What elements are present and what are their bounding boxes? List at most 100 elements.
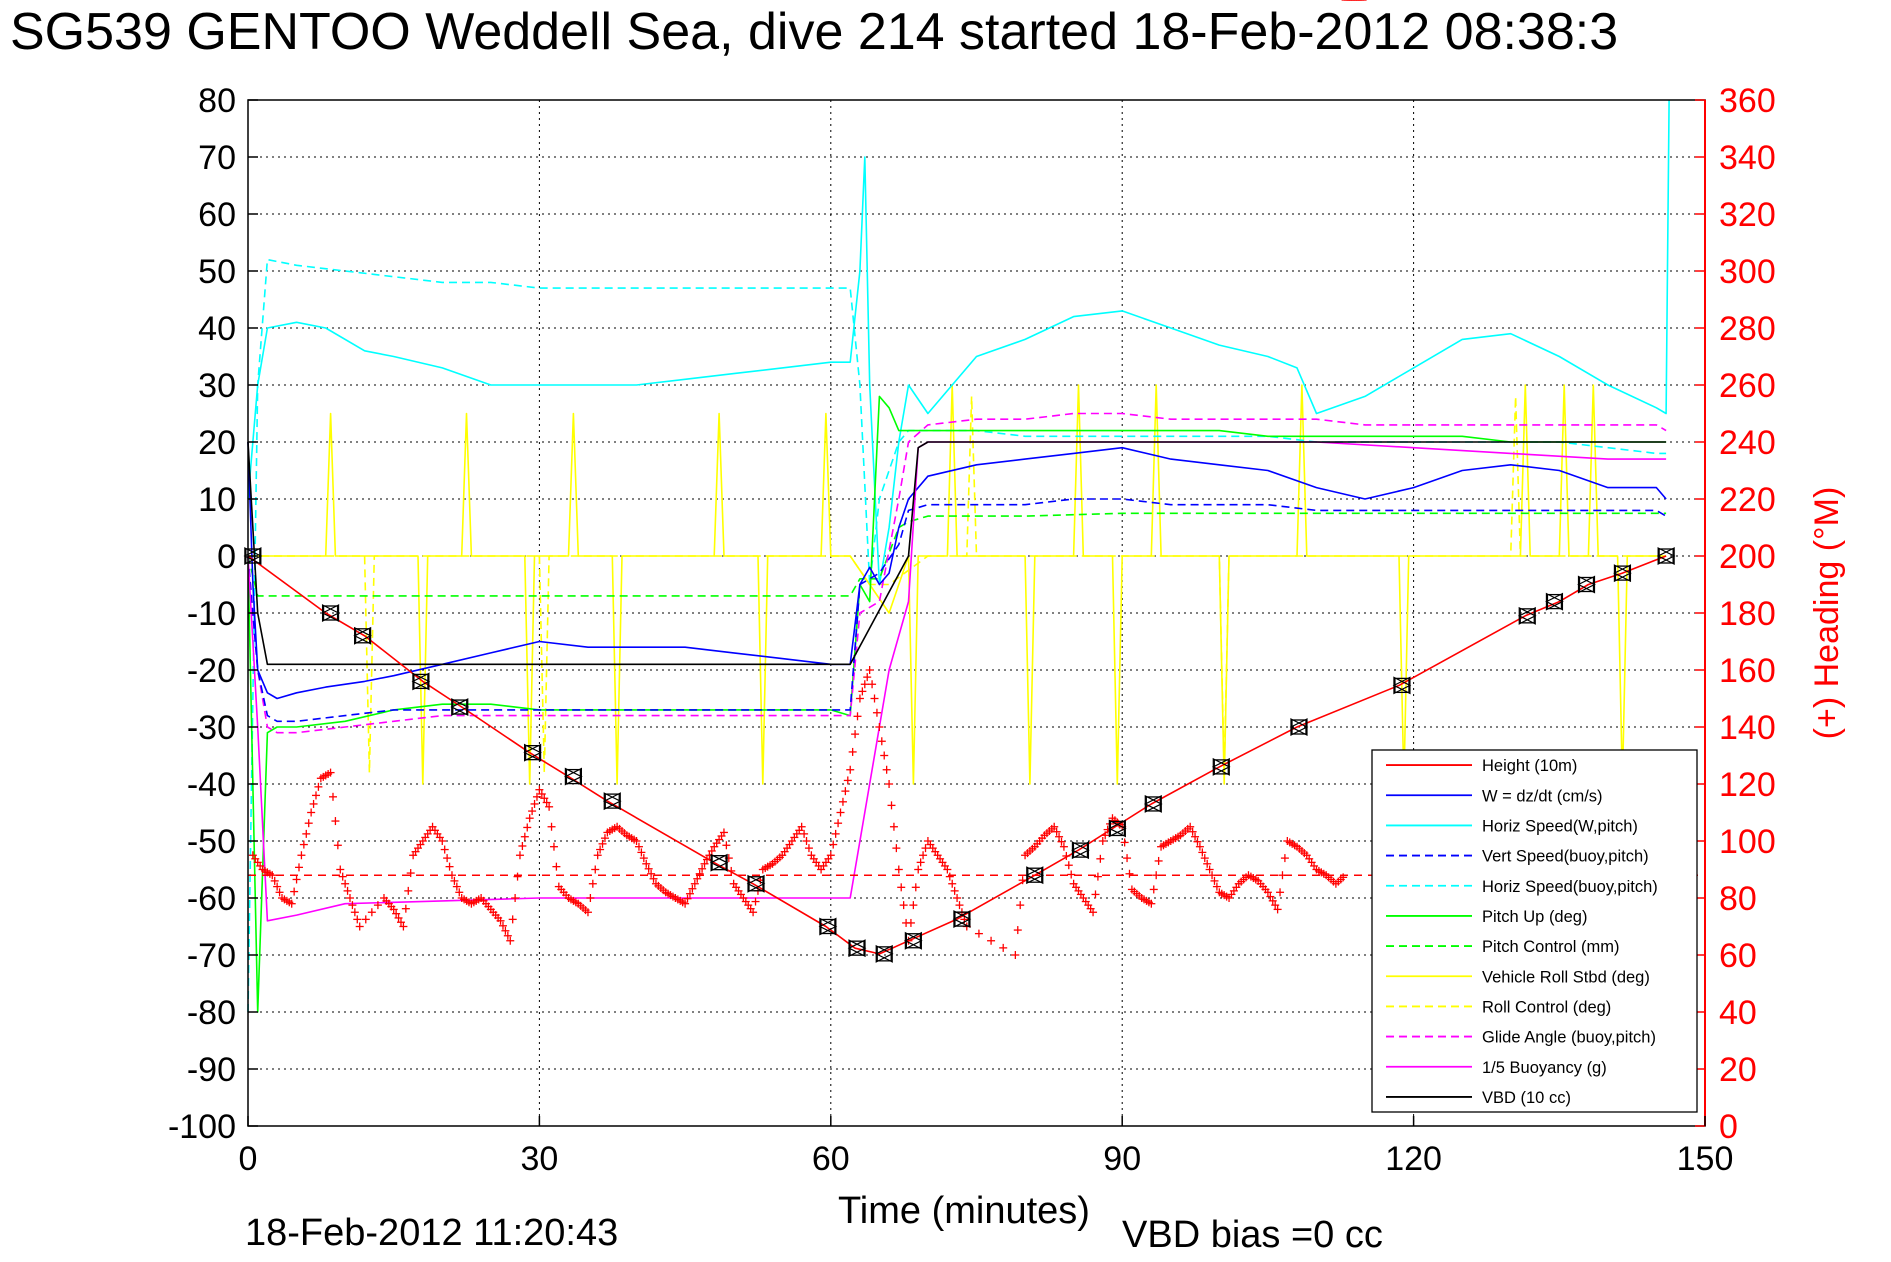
heading-point xyxy=(338,872,347,881)
heading-point xyxy=(1339,873,1348,882)
left-tick-label: -90 xyxy=(187,1051,236,1089)
height-marker xyxy=(321,604,340,622)
legend-label-vert_buoy: Vert Speed(buoy,pitch) xyxy=(1482,848,1649,866)
heading-point xyxy=(591,865,600,874)
left-tick-label: 40 xyxy=(198,310,236,348)
heading-point xyxy=(853,712,862,721)
heading-point xyxy=(1055,832,1064,841)
heading-point xyxy=(1273,905,1282,914)
heading-point xyxy=(302,829,311,838)
heading-point xyxy=(1093,872,1102,881)
heading-point xyxy=(649,874,658,883)
series-horiz_w xyxy=(247,99,1670,586)
heading-point xyxy=(800,829,809,838)
heading-point xyxy=(348,901,357,910)
heading-point xyxy=(600,834,609,843)
heading-point xyxy=(751,897,760,906)
heading-point xyxy=(1271,901,1280,910)
heading-point xyxy=(532,792,541,801)
heading-point xyxy=(851,730,860,739)
height-marker xyxy=(1517,606,1537,625)
series-pitch_ctl xyxy=(247,512,1667,597)
legend-label-horiz_buoy: Horiz Speed(buoy,pitch) xyxy=(1482,878,1658,896)
heading-point xyxy=(1263,888,1272,897)
heading-point xyxy=(634,842,643,851)
heading-point xyxy=(644,864,653,873)
heading-point xyxy=(1052,827,1061,836)
legend-label-buoy: 1/5 Buoyancy (g) xyxy=(1482,1059,1607,1077)
x-tick-label: 150 xyxy=(1677,1140,1734,1178)
heading-point xyxy=(695,869,704,878)
heading-point xyxy=(270,876,279,885)
heading-point xyxy=(511,894,520,902)
x-axis-ticks: 0 30 60 90 120 150 xyxy=(239,1116,1734,1178)
heading-point xyxy=(515,851,524,860)
heading-point xyxy=(953,894,962,902)
heading-point xyxy=(498,921,507,930)
right-tick-label: 160 xyxy=(1719,652,1776,690)
heading-point xyxy=(396,918,405,927)
heading-point xyxy=(848,747,857,756)
heading-point xyxy=(843,776,852,785)
left-tick-label: 0 xyxy=(217,538,236,576)
left-tick-label: 70 xyxy=(198,139,236,177)
heading-point xyxy=(698,864,707,873)
heading-point xyxy=(1120,838,1129,847)
legend-label-horiz_w: Horiz Speed(W,pitch) xyxy=(1482,817,1638,835)
heading-point xyxy=(373,901,382,910)
heading-point xyxy=(314,782,323,791)
heading-point xyxy=(1212,882,1221,891)
heading-point xyxy=(438,837,447,845)
heading-point xyxy=(586,894,595,902)
heading-point xyxy=(1186,822,1195,831)
heading-point xyxy=(1125,869,1134,878)
series-buoy xyxy=(247,441,1667,922)
right-tick-label: 40 xyxy=(1719,994,1757,1032)
right-tick-label: 200 xyxy=(1719,538,1776,576)
heading-point xyxy=(326,768,335,777)
height-marker xyxy=(243,547,263,565)
heading-point xyxy=(290,887,299,896)
heading-point xyxy=(540,794,549,803)
heading-point xyxy=(1200,854,1209,863)
x-tick-label: 90 xyxy=(1103,1140,1141,1178)
heading-point xyxy=(353,915,362,924)
height-marker xyxy=(1392,676,1412,695)
right-tick-label: 0 xyxy=(1719,1108,1738,1146)
height-marker xyxy=(1577,575,1596,594)
heading-point xyxy=(275,888,284,897)
heading-point xyxy=(647,869,656,878)
heading-point xyxy=(877,737,886,746)
heading-point xyxy=(865,666,874,674)
left-tick-label: -10 xyxy=(187,595,236,633)
height-marker xyxy=(1071,841,1090,860)
heading-point xyxy=(836,808,845,817)
height-marker xyxy=(1613,564,1632,583)
heading-point xyxy=(702,855,711,864)
height-marker xyxy=(1289,718,1309,736)
heading-point xyxy=(450,876,459,885)
heading-point xyxy=(885,780,894,788)
legend-label-height: Height (10m) xyxy=(1482,757,1577,775)
heading-point xyxy=(681,899,690,908)
heading-point xyxy=(401,904,410,913)
left-tick-label: -50 xyxy=(187,823,236,861)
heading-point xyxy=(948,879,957,888)
heading-point xyxy=(943,865,952,874)
left-tick-label: -100 xyxy=(168,1108,236,1146)
heading-point xyxy=(452,882,461,891)
height-marker xyxy=(1211,757,1231,776)
heading-point xyxy=(1123,854,1132,863)
series-layer xyxy=(247,99,1670,1013)
heading-point xyxy=(685,889,694,898)
heading-point xyxy=(916,858,925,867)
heading-point xyxy=(1057,837,1066,846)
left-tick-label: -30 xyxy=(187,709,236,747)
series-roll_ctl xyxy=(248,395,1667,774)
heading-point xyxy=(513,872,522,881)
heading-point xyxy=(999,943,1008,952)
heading-point xyxy=(328,792,337,801)
heading-point xyxy=(683,894,692,903)
heading-point xyxy=(892,844,901,853)
heading-point xyxy=(919,851,928,860)
